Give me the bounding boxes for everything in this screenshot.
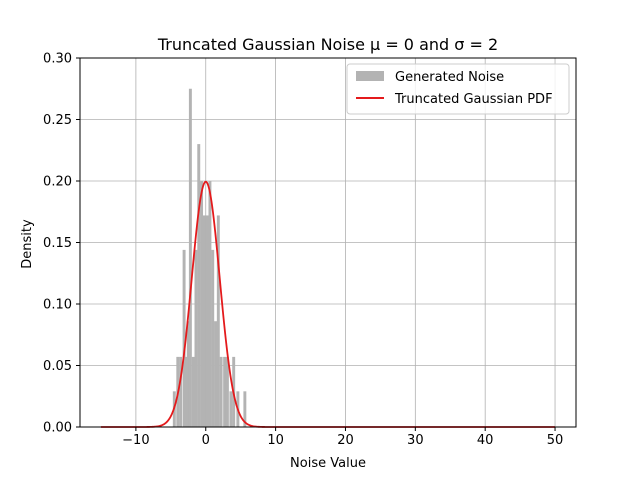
- histogram-bar: [200, 181, 204, 427]
- histogram-bar: [202, 215, 206, 427]
- y-tick-label: 0.10: [43, 298, 72, 313]
- y-tick-label: 0.05: [43, 359, 72, 374]
- legend-label-pdf: Truncated Gaussian PDF: [394, 92, 553, 107]
- legend-box: [346, 63, 570, 115]
- histogram-bar: [229, 391, 233, 427]
- x-tick-label: 0: [202, 433, 210, 448]
- x-tick-label: −10: [122, 433, 149, 448]
- x-tick-label: 30: [407, 433, 424, 448]
- histogram-bar: [188, 88, 192, 427]
- x-tick-label: 20: [337, 433, 354, 448]
- y-axis-ticks: 0.00 0.05 0.10 0.15 0.20 0.25 0.30: [43, 52, 80, 436]
- y-tick-label: 0.20: [43, 175, 72, 190]
- histogram-bar: [191, 356, 195, 427]
- x-axis-ticks: −10 0 10 20 30 40 50: [122, 427, 563, 448]
- x-tick-label: 50: [547, 433, 564, 448]
- histogram-bar: [208, 181, 212, 427]
- histogram-bar: [219, 356, 223, 427]
- histogram-bar: [243, 391, 247, 427]
- legend: Generated Noise Truncated Gaussian PDF: [346, 63, 570, 115]
- histogram-bar: [223, 356, 227, 427]
- y-axis-label: Density: [20, 219, 35, 269]
- histogram-bar: [186, 321, 190, 427]
- legend-swatch-generated-noise: [356, 71, 384, 81]
- x-axis-label: Noise Value: [290, 456, 366, 471]
- y-tick-label: 0.30: [43, 52, 72, 67]
- chart-title: Truncated Gaussian Noise μ = 0 and σ = 2: [157, 35, 498, 54]
- y-tick-label: 0.15: [43, 236, 72, 251]
- histogram-bar: [194, 249, 198, 427]
- histogram-bar: [197, 144, 201, 427]
- histogram-bar: [179, 356, 183, 427]
- histogram-bar: [182, 249, 186, 427]
- x-tick-label: 40: [477, 433, 494, 448]
- histogram-bar: [214, 321, 217, 427]
- histogram-bar: [225, 356, 229, 427]
- legend-label-generated-noise: Generated Noise: [395, 70, 504, 85]
- y-tick-label: 0.00: [43, 421, 72, 436]
- histogram-bar: [211, 249, 215, 427]
- histogram-bar: [205, 215, 209, 427]
- y-tick-label: 0.25: [43, 113, 72, 128]
- x-tick-label: 10: [267, 433, 284, 448]
- histogram-bar: [216, 215, 220, 427]
